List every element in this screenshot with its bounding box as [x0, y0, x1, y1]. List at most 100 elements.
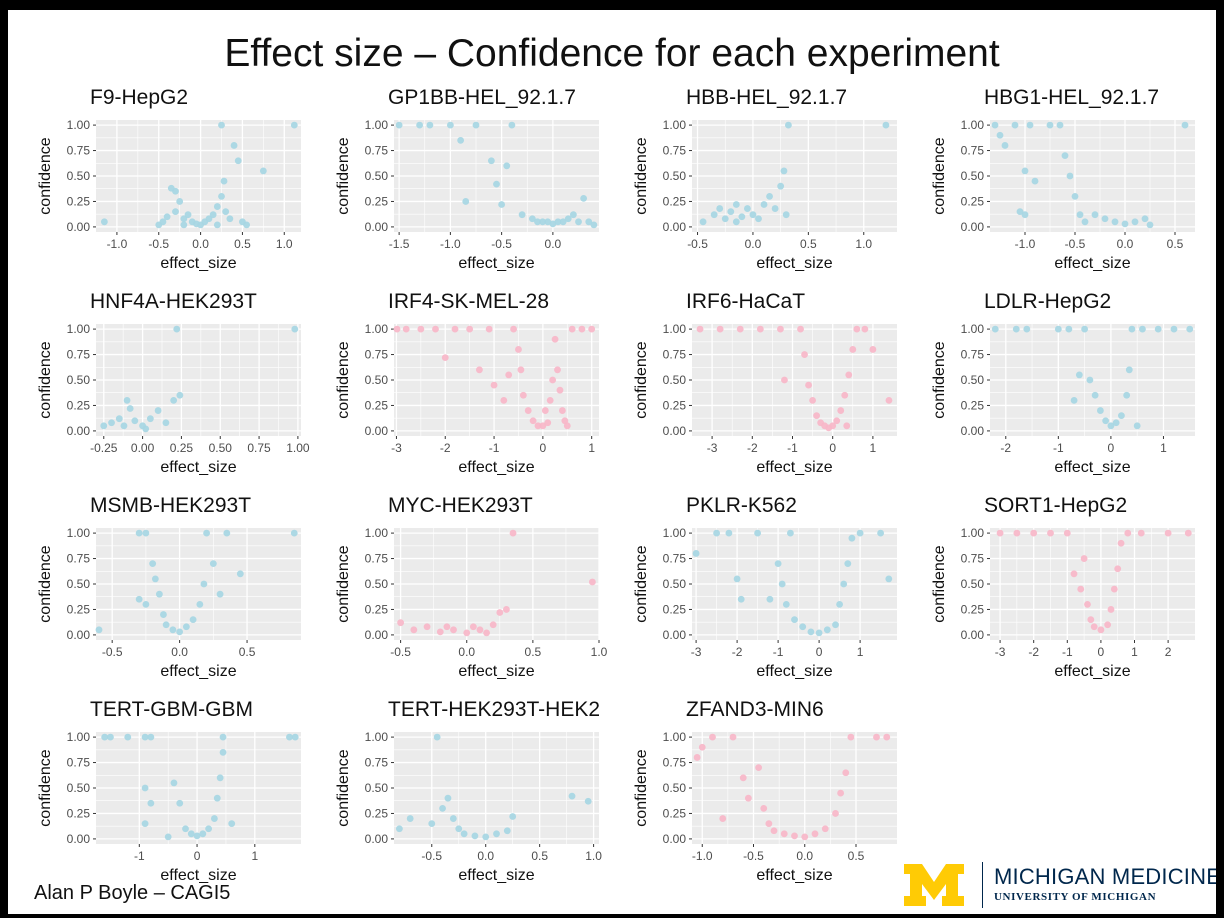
data-point	[108, 419, 115, 427]
x-tick-label: 1.0	[855, 237, 872, 251]
data-point	[170, 396, 178, 404]
scatter-panel: GP1BB-HEL_92.1.7 -1.5 -1.0 -0.5 0.0 0.00 0.25 0…	[314, 86, 606, 282]
y-tick-label: 0.50	[663, 577, 687, 591]
slide-title: Effect size – Confidence for each experi…	[224, 32, 1000, 75]
data-point	[493, 830, 500, 838]
scatter-panel: TERT-GBM-GBM -1 0 1 0.00 0.25 0.50 0.75 1.00 effe…	[16, 698, 308, 894]
y-tick-label: 1.00	[663, 526, 687, 540]
data-point	[756, 325, 764, 333]
data-point	[1123, 391, 1131, 399]
logo-divider	[982, 862, 983, 908]
data-point	[444, 794, 452, 802]
data-point	[991, 325, 999, 333]
data-point	[503, 606, 510, 613]
data-point	[149, 560, 157, 568]
y-tick-label: 1.00	[67, 322, 91, 336]
data-point	[760, 201, 768, 208]
x-tick-label: -0.5	[421, 849, 442, 863]
y-tick-label: 0.00	[67, 220, 91, 234]
data-point	[489, 621, 497, 629]
x-axis-label: effect_size	[458, 255, 534, 272]
data-point	[546, 396, 554, 404]
x-tick-label: 0.25	[170, 441, 194, 455]
y-tick-label: 1.00	[663, 322, 687, 336]
data-point	[1013, 529, 1021, 537]
data-point	[141, 784, 149, 792]
y-axis-label: confidence	[633, 545, 650, 622]
y-tick-label: 0.25	[663, 806, 687, 820]
y-tick-label: 0.25	[663, 398, 687, 412]
data-point	[782, 600, 790, 608]
data-point	[799, 623, 807, 631]
data-point	[843, 422, 851, 430]
data-point	[791, 616, 798, 624]
data-point	[450, 626, 457, 634]
panel-title: HNF4A-HEK293T	[90, 290, 257, 313]
data-point	[996, 529, 1004, 537]
data-point	[559, 218, 567, 226]
data-point	[518, 211, 526, 219]
logo-subtitle: UNIVERSITY OF MICHIGAN	[994, 891, 1157, 903]
x-tick-label: -1	[134, 849, 145, 863]
data-point	[457, 136, 465, 144]
data-point	[141, 820, 149, 828]
data-point	[709, 733, 716, 741]
data-point	[290, 121, 298, 129]
scatter-plot: -0.5 0.0 0.5 1.0 0.00 0.25 0.50 0.75 1.00 effect_…	[335, 730, 602, 884]
x-tick-label: 0.5	[239, 645, 256, 659]
data-point	[485, 325, 493, 333]
data-point	[699, 218, 707, 226]
data-point	[142, 600, 150, 608]
data-point	[556, 386, 564, 394]
data-point	[441, 354, 449, 361]
panel-title: F9-HepG2	[90, 86, 189, 109]
x-axis-label: effect_size	[458, 867, 534, 884]
data-point	[765, 820, 773, 828]
data-point	[209, 211, 217, 219]
data-point	[180, 221, 188, 229]
panel-title: IRF6-HaCaT	[686, 290, 806, 313]
data-point	[1096, 407, 1104, 414]
data-point	[778, 580, 786, 588]
y-tick-label: 0.00	[365, 424, 389, 438]
scatter-panel: IRF4-SK-MEL-28 -3 -2 -1 0 1 0.00 0.25 0.50 0.75 1.…	[314, 290, 606, 486]
scatter-panel: MYC-HEK293T -0.5 0.0 0.5 1.0 0.00 0.25 0.50 0.75…	[314, 494, 608, 690]
x-tick-label: -1.0	[440, 237, 461, 251]
y-tick-label: 0.75	[67, 144, 91, 158]
data-point	[725, 529, 733, 537]
data-point	[713, 529, 720, 537]
data-point	[569, 211, 577, 219]
data-point	[551, 335, 559, 343]
data-point	[213, 203, 221, 210]
data-point	[503, 162, 511, 170]
data-point	[291, 325, 299, 333]
data-point	[1139, 325, 1146, 333]
x-tick-label: 0.5	[531, 849, 548, 863]
y-tick-label: 0.25	[365, 602, 389, 616]
data-point	[568, 325, 576, 333]
data-point	[142, 425, 150, 433]
data-point	[991, 121, 999, 129]
y-tick-label: 0.75	[365, 756, 389, 770]
y-tick-label: 0.50	[67, 781, 91, 795]
data-point	[1066, 172, 1074, 180]
y-tick-label: 0.25	[961, 398, 985, 412]
x-tick-label: 0.0	[745, 237, 762, 251]
data-point	[503, 827, 511, 835]
data-point	[135, 529, 143, 537]
data-point	[222, 208, 230, 216]
data-point	[755, 215, 762, 223]
data-point	[744, 794, 752, 802]
data-point	[1110, 585, 1118, 593]
data-point	[749, 211, 757, 219]
data-point	[575, 218, 582, 226]
y-tick-label: 0.50	[67, 577, 91, 591]
data-point	[877, 529, 884, 537]
x-tick-label: -1.0	[107, 237, 128, 251]
data-point	[1081, 325, 1089, 333]
data-point	[585, 218, 593, 226]
data-point	[147, 799, 155, 807]
data-point	[135, 595, 143, 603]
panel-title: PKLR-K562	[686, 494, 797, 517]
data-point	[493, 180, 500, 188]
